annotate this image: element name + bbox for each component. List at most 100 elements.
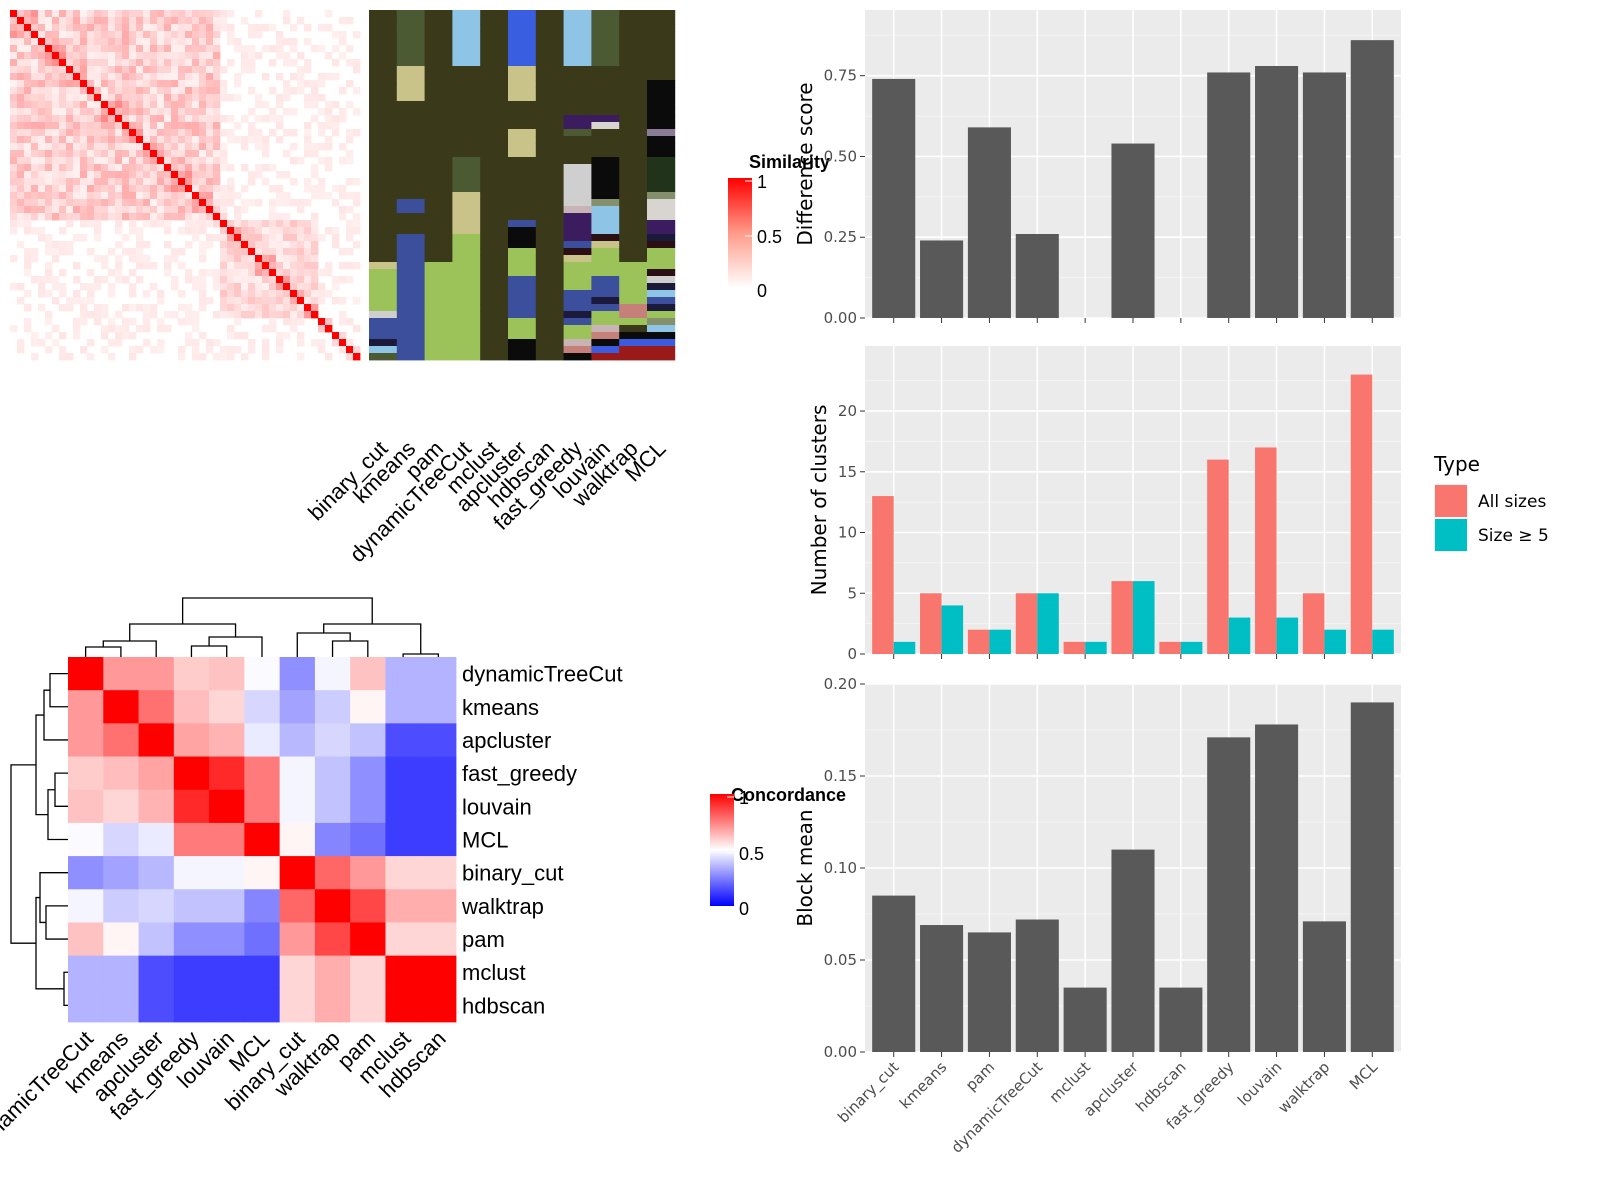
- bar: [1372, 629, 1394, 654]
- similarity-cell: [171, 143, 179, 151]
- annotation-cell: [535, 318, 564, 326]
- similarity-cell: [115, 311, 123, 319]
- similarity-cell: [269, 290, 277, 298]
- annotation-cell: [369, 115, 398, 123]
- similarity-cell: [94, 276, 102, 284]
- similarity-cell: [157, 143, 165, 151]
- annotation-cell: [452, 59, 481, 67]
- similarity-cell: [52, 101, 60, 109]
- similarity-cell: [206, 150, 214, 158]
- similarity-cell: [227, 10, 235, 18]
- similarity-cell: [143, 206, 151, 214]
- similarity-cell: [269, 220, 277, 228]
- similarity-cell: [325, 143, 333, 151]
- annotation-cell: [396, 241, 425, 249]
- similarity-cell: [94, 283, 102, 291]
- similarity-cell: [199, 115, 207, 123]
- annotation-cell: [369, 80, 398, 88]
- concordance-cell: [138, 789, 175, 824]
- bar: [1111, 581, 1133, 654]
- similarity-cell: [185, 192, 193, 200]
- similarity-cell: [346, 248, 354, 256]
- similarity-cell: [157, 178, 165, 186]
- similarity-cell: [150, 108, 158, 116]
- similarity-cell: [157, 318, 165, 326]
- similarity-cell: [171, 115, 179, 123]
- similarity-cell: [31, 136, 39, 144]
- similarity-cell: [24, 157, 32, 165]
- similarity-cell: [24, 269, 32, 277]
- similarity-cell: [136, 52, 144, 60]
- annotation-cell: [619, 45, 648, 53]
- similarity-cell: [52, 276, 60, 284]
- similarity-cell: [122, 157, 130, 165]
- similarity-cell: [171, 10, 179, 18]
- legend-label: All sizes: [1478, 492, 1546, 512]
- similarity-cell: [269, 87, 277, 95]
- similarity-cell: [248, 129, 256, 137]
- similarity-cell: [59, 269, 67, 277]
- similarity-cell: [136, 31, 144, 39]
- concordance-cell: [173, 988, 210, 1023]
- similarity-cell: [10, 283, 18, 291]
- similarity-cell: [283, 262, 291, 270]
- similarity-cell: [248, 297, 256, 305]
- similarity-cell: [87, 283, 95, 291]
- similarity-cell: [227, 297, 235, 305]
- similarity-cell: [87, 101, 95, 109]
- similarity-cell: [87, 339, 95, 347]
- similarity-cell: [24, 227, 32, 235]
- similarity-cell: [171, 171, 179, 179]
- similarity-legend-tick: 0.5: [757, 227, 782, 247]
- similarity-cell: [248, 311, 256, 319]
- similarity-cell: [94, 101, 102, 109]
- similarity-cell: [129, 129, 137, 137]
- similarity-cell: [52, 248, 60, 256]
- similarity-cell: [150, 101, 158, 109]
- similarity-cell: [143, 94, 151, 102]
- similarity-cell: [66, 45, 74, 53]
- similarity-cell: [185, 10, 193, 18]
- annotation-cell: [480, 10, 509, 18]
- bar: [1015, 593, 1038, 654]
- annotation-cell: [591, 234, 620, 242]
- similarity-cell: [24, 290, 32, 298]
- similarity-cell: [325, 164, 333, 172]
- annotation-cell: [563, 150, 592, 158]
- similarity-cell: [143, 31, 151, 39]
- similarity-cell: [150, 73, 158, 81]
- similarity-cell: [255, 136, 263, 144]
- concordance-cell: [314, 822, 351, 857]
- similarity-cell: [276, 297, 284, 305]
- concordance-cell: [103, 922, 139, 957]
- similarity-cell: [206, 199, 214, 207]
- similarity-cell: [262, 248, 270, 256]
- similarity-cell: [52, 192, 60, 200]
- annotation-cell: [535, 87, 564, 95]
- similarity-cell: [227, 199, 235, 207]
- annotation-cell: [535, 101, 564, 109]
- similarity-cell: [73, 262, 81, 270]
- similarity-cell: [339, 157, 347, 165]
- similarity-cell: [59, 73, 67, 81]
- similarity-cell: [101, 325, 109, 333]
- concordance-row-label: dynamicTreeCut: [462, 662, 623, 687]
- annotation-cell: [508, 290, 537, 298]
- similarity-cell: [24, 122, 32, 130]
- dendrogram-branch: [208, 636, 263, 657]
- similarity-cell: [115, 276, 123, 284]
- concordance-cell: [244, 955, 281, 990]
- concordance-row-label: MCL: [462, 828, 508, 853]
- annotation-cell: [591, 269, 620, 277]
- similarity-cell: [171, 311, 179, 319]
- annotation-cell: [619, 332, 648, 340]
- annotation-cell: [369, 290, 398, 298]
- concordance-cell: [420, 723, 457, 757]
- similarity-cell: [318, 234, 326, 242]
- similarity-cell: [283, 59, 291, 67]
- concordance-cell: [138, 657, 175, 691]
- similarity-cell: [73, 17, 81, 25]
- annotation-cell: [591, 45, 620, 53]
- similarity-cell: [24, 318, 32, 326]
- similarity-cell: [297, 311, 305, 319]
